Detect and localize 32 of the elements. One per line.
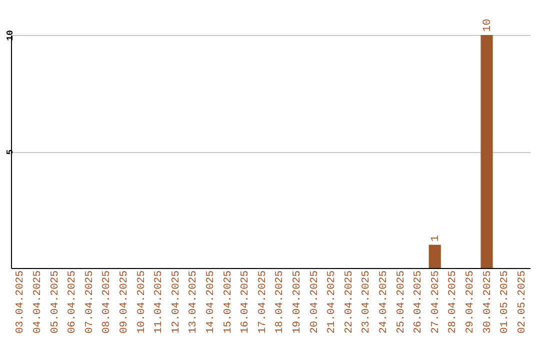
x-tick-label: 13.04.2025 (188, 270, 200, 334)
x-tick-label: 03.04.2025 (14, 270, 27, 334)
x-tick-label: 20.04.2025 (308, 270, 321, 334)
x-tick-label: 07.04.2025 (84, 270, 96, 334)
x-tick-label: 01.05.2025 (499, 270, 512, 334)
data-label: 10 (482, 18, 494, 32)
x-tick-label: 29.04.2025 (464, 270, 476, 334)
x-tick-label: 06.04.2025 (66, 270, 79, 334)
data-label: 1 (430, 234, 442, 242)
x-tick-label: 08.04.2025 (101, 270, 114, 334)
x-tick-label: 19.04.2025 (291, 270, 304, 334)
x-tick-label: 05.04.2025 (49, 270, 62, 334)
x-tick-label: 21.04.2025 (326, 270, 338, 334)
x-tick-label: 30.04.2025 (482, 270, 494, 334)
x-tick-label: 15.04.2025 (222, 270, 234, 334)
x-tick-label: 17.04.2025 (256, 270, 269, 334)
x-tick-label: 09.04.2025 (118, 270, 130, 334)
x-tick-label: 02.05.2025 (516, 270, 528, 334)
x-tick-label: 26.04.2025 (412, 270, 425, 334)
x-tick-label: 18.04.2025 (274, 270, 286, 334)
x-tick-label: 27.04.2025 (430, 270, 442, 334)
x-tick-label: 14.04.2025 (204, 270, 217, 334)
x-tick-label: 23.04.2025 (360, 270, 373, 334)
x-tick-label: 16.04.2025 (240, 270, 252, 334)
x-tick-label: 10.04.2025 (136, 270, 148, 334)
x-tick-label: 04.04.2025 (32, 270, 44, 334)
x-tick-label: 25.04.2025 (395, 270, 408, 334)
x-tick-label: 28.04.2025 (447, 270, 460, 334)
x-tick-label: 22.04.2025 (343, 270, 356, 334)
x-tick-label: 12.04.2025 (170, 270, 182, 334)
x-tick-label: 11.04.2025 (153, 270, 166, 334)
x-tick-label: 24.04.2025 (378, 270, 390, 334)
